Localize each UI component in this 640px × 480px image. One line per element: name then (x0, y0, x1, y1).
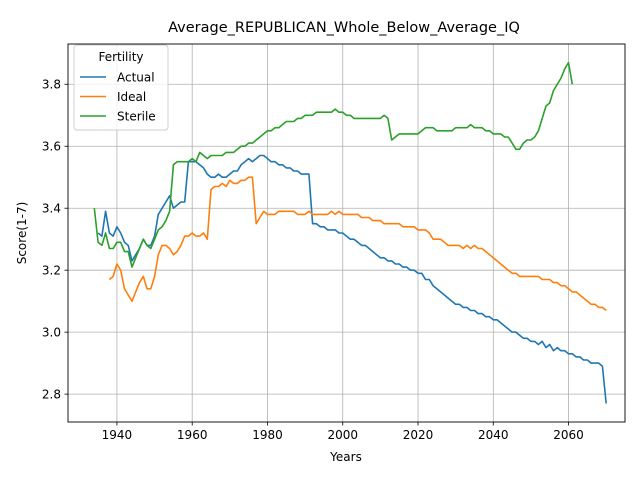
y-axis-label: Score(1-7) (15, 202, 29, 265)
legend-label-actual: Actual (117, 70, 155, 84)
y-tick-label: 3.8 (42, 78, 61, 92)
x-tick-label: 1980 (252, 428, 283, 442)
y-tick-label: 3.0 (42, 325, 61, 339)
y-tick-label: 3.2 (42, 263, 61, 277)
legend-label-ideal: Ideal (117, 90, 146, 104)
x-tick-label: 2060 (553, 428, 584, 442)
legend-label-sterile: Sterile (117, 109, 156, 123)
x-tick-label: 2000 (327, 428, 358, 442)
legend-title: Fertility (98, 50, 143, 64)
x-axis-label: Years (329, 450, 362, 464)
legend: Fertility Actual Ideal Sterile (74, 45, 168, 130)
y-tick-label: 3.4 (42, 202, 61, 216)
x-tick-label: 1960 (177, 428, 208, 442)
x-tick-label: 2040 (478, 428, 509, 442)
x-tick-label: 1940 (102, 428, 133, 442)
y-tick-label: 3.6 (42, 140, 61, 154)
x-tick-label: 2020 (403, 428, 434, 442)
chart-title: Average_REPUBLICAN_Whole_Below_Average_I… (168, 20, 520, 36)
y-tick-label: 2.8 (42, 387, 61, 401)
